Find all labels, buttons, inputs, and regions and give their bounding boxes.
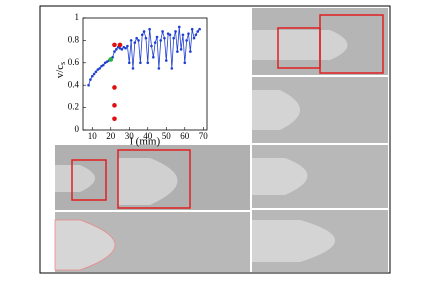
- x-tick-label: 20: [106, 131, 116, 141]
- data-point: [102, 63, 105, 67]
- data-point: [90, 74, 94, 78]
- data-point: [140, 33, 144, 37]
- data-point: [127, 61, 131, 65]
- data-point: [139, 61, 142, 65]
- data-point: [187, 32, 190, 35]
- crack-tip: [118, 158, 178, 205]
- data-point: [146, 61, 150, 65]
- y-tick-label: 0.4: [68, 79, 80, 89]
- plot-frame: [82, 17, 208, 131]
- x-tick-label: 70: [199, 131, 209, 141]
- data-point: [157, 67, 161, 70]
- x-tick-label: 10: [88, 131, 98, 141]
- data-point: [190, 27, 194, 31]
- data-point: [126, 44, 129, 48]
- data-point: [133, 41, 137, 44]
- data-point: [159, 39, 163, 42]
- data-point: [112, 103, 117, 108]
- y-axis-label-subscript: s: [58, 62, 67, 65]
- x-axis-label: l (mm): [130, 136, 161, 148]
- data-point: [142, 30, 146, 33]
- data-point: [196, 30, 200, 33]
- data-point: [108, 57, 114, 62]
- data-point: [120, 48, 124, 51]
- crack-tip: [252, 220, 335, 262]
- data-point: [153, 41, 157, 44]
- data-point: [189, 50, 192, 53]
- data-point: [98, 67, 101, 70]
- data-point: [113, 50, 116, 53]
- data-point: [163, 36, 166, 40]
- data-point: [112, 116, 117, 122]
- data-point: [112, 85, 117, 90]
- data-point: [172, 36, 175, 40]
- data-point: [198, 27, 201, 31]
- zoom-box: [319, 14, 384, 74]
- data-point: [137, 39, 140, 42]
- data-point: [192, 36, 196, 40]
- data-point: [144, 36, 148, 40]
- micrograph-panels: [54, 8, 388, 272]
- data-point: [155, 35, 159, 39]
- data-point: [92, 72, 96, 76]
- data-point: [185, 39, 188, 42]
- y-axis-label-main: v/c: [54, 65, 66, 79]
- crack-tip: [54, 219, 116, 271]
- y-tick-label: 0.6: [68, 57, 80, 67]
- x-tick-label: 50: [162, 131, 172, 141]
- figure-frame: [39, 5, 391, 274]
- crack-tip: [252, 90, 300, 130]
- data-point: [177, 25, 181, 29]
- data-point: [87, 83, 90, 87]
- data-point: [181, 33, 185, 37]
- data-point: [117, 42, 123, 48]
- data-point: [131, 67, 135, 70]
- data-point: [112, 42, 117, 48]
- data-point: [129, 39, 133, 42]
- y-axis-label: v/cs: [54, 62, 67, 79]
- data-point: [168, 33, 172, 37]
- y-tick-label: 0.2: [68, 102, 79, 112]
- data-point: [164, 59, 168, 62]
- data-point: [94, 70, 98, 74]
- x-tick-label: 30: [125, 131, 135, 141]
- data-point: [183, 61, 187, 65]
- data-point: [161, 30, 164, 33]
- crack-tip: [55, 165, 95, 192]
- crack-tip: [252, 158, 308, 195]
- crack-tip: [252, 30, 348, 60]
- y-tick-label: 0: [75, 124, 80, 134]
- data-point: [179, 48, 183, 51]
- zoom-box: [117, 149, 191, 209]
- data-point: [115, 48, 118, 51]
- data-point: [135, 36, 138, 40]
- data-point: [89, 78, 92, 81]
- y-tick-label: 1: [75, 12, 80, 22]
- data-point: [148, 27, 151, 31]
- data-point: [194, 33, 198, 37]
- data-point: [124, 46, 127, 50]
- y-tick-label: 0.8: [68, 34, 80, 44]
- data-point: [170, 67, 174, 70]
- x-tick-label: 40: [143, 131, 153, 141]
- zoom-box: [71, 159, 107, 201]
- data-point: [176, 50, 179, 53]
- data-point: [152, 55, 155, 59]
- data-point: [150, 44, 153, 48]
- data-point: [174, 30, 177, 33]
- x-tick-label: 60: [180, 131, 190, 141]
